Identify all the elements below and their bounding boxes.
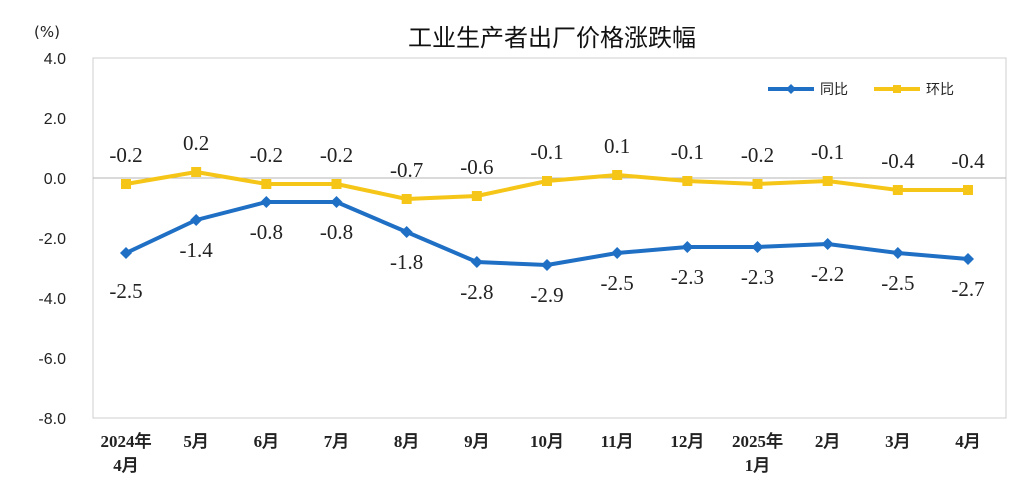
- y-axis-ticks: 4.0 2.0 0.0 -2.0 -4.0 -6.0 -8.0: [38, 51, 66, 428]
- data-point: [401, 194, 412, 204]
- y-tick-label: -4.0: [38, 291, 66, 308]
- data-point: [190, 214, 203, 226]
- data-label: -1.8: [390, 250, 423, 274]
- legend-swatch-marker: [786, 84, 796, 94]
- data-label: -2.8: [460, 280, 493, 304]
- data-label: -0.4: [951, 149, 985, 173]
- legend-label: 环比: [926, 82, 954, 98]
- data-label: -2.9: [530, 283, 563, 307]
- data-label: -0.2: [741, 143, 774, 167]
- legend-swatch-marker: [893, 85, 901, 93]
- data-label: -0.2: [250, 143, 283, 167]
- x-tick-label: 2025年: [732, 431, 783, 451]
- data-label: -0.1: [671, 140, 704, 164]
- x-tick-label: 3月: [885, 432, 911, 451]
- data-label: -0.7: [390, 158, 423, 182]
- data-point: [400, 226, 413, 238]
- data-point: [470, 256, 483, 268]
- data-point: [752, 179, 763, 189]
- data-label: -0.4: [881, 149, 915, 173]
- data-point: [822, 176, 833, 186]
- data-point: [682, 176, 693, 186]
- y-tick-label: 4.0: [44, 51, 66, 68]
- data-point: [120, 247, 132, 259]
- data-label: -2.2: [811, 262, 844, 286]
- x-tick-label: 4月: [955, 432, 981, 451]
- data-label: -2.5: [881, 271, 914, 295]
- y-tick-label: 2.0: [44, 111, 66, 128]
- data-point: [260, 196, 273, 208]
- x-tick-label: 6月: [254, 432, 280, 451]
- data-label: -2.5: [109, 279, 142, 303]
- x-tick-label: 9月: [464, 432, 490, 451]
- x-tick-label: 8月: [394, 432, 420, 451]
- data-label: -2.5: [601, 271, 634, 295]
- data-label: -2.7: [951, 277, 984, 301]
- y-tick-label: 0.0: [44, 171, 66, 188]
- data-point: [962, 253, 974, 265]
- data-point: [611, 247, 624, 259]
- data-point: [751, 241, 764, 253]
- data-label: -2.3: [671, 265, 704, 289]
- data-point: [331, 179, 342, 189]
- data-label: 0.2: [183, 131, 209, 155]
- data-point: [191, 167, 202, 177]
- data-point: [261, 179, 272, 189]
- data-point: [963, 185, 973, 195]
- data-label: -2.3: [741, 265, 774, 289]
- data-point: [471, 191, 482, 201]
- x-tick-label: 5月: [183, 432, 209, 451]
- legend-label: 同比: [820, 82, 848, 98]
- x-tick-label: 10月: [530, 432, 564, 451]
- data-point: [541, 259, 553, 271]
- y-tick-label: -6.0: [38, 351, 66, 368]
- series-group: -2.5 -1.4 -0.8 -0.8 -1.8 -2.8 -2.9 -2.5 -2.3 -2.3…: [109, 131, 985, 307]
- data-point: [891, 247, 904, 259]
- data-point: [542, 176, 552, 186]
- y-tick-label: -8.0: [38, 411, 66, 428]
- data-label: -0.1: [811, 140, 844, 164]
- x-tick-label: 2月: [815, 432, 841, 451]
- data-point: [612, 170, 623, 180]
- x-tick-label: 12月: [670, 432, 704, 451]
- data-point: [821, 238, 834, 250]
- x-axis-ticks: 2024年 4月 5月 6月 7月 8月 9月 10月 11月 12月 2025年 1月 2月 3月 4月: [101, 431, 981, 475]
- data-label: -0.2: [109, 143, 142, 167]
- data-point: [892, 185, 903, 195]
- data-label: 0.1: [604, 134, 630, 158]
- data-label: -0.8: [320, 220, 353, 244]
- data-point: [330, 196, 343, 208]
- x-tick-label: 4月: [113, 456, 139, 475]
- data-label: -0.1: [530, 140, 563, 164]
- data-point: [681, 241, 694, 253]
- y-axis-unit: (%): [34, 23, 60, 41]
- data-label: -0.2: [320, 143, 353, 167]
- x-tick-label: 1月: [745, 456, 771, 475]
- chart-title: 工业生产者出厂价格涨跌幅: [408, 24, 696, 52]
- data-label: -0.6: [460, 155, 493, 179]
- data-label: -1.4: [180, 238, 214, 262]
- x-tick-label: 2024年: [101, 431, 152, 451]
- x-tick-label: 7月: [324, 432, 350, 451]
- x-tick-label: 11月: [601, 432, 634, 451]
- y-tick-label: -2.0: [38, 231, 66, 248]
- data-point: [121, 179, 131, 189]
- legend: 同比 环比: [768, 82, 954, 98]
- plot-area-border: [92, 57, 1007, 419]
- data-label: -0.8: [250, 220, 283, 244]
